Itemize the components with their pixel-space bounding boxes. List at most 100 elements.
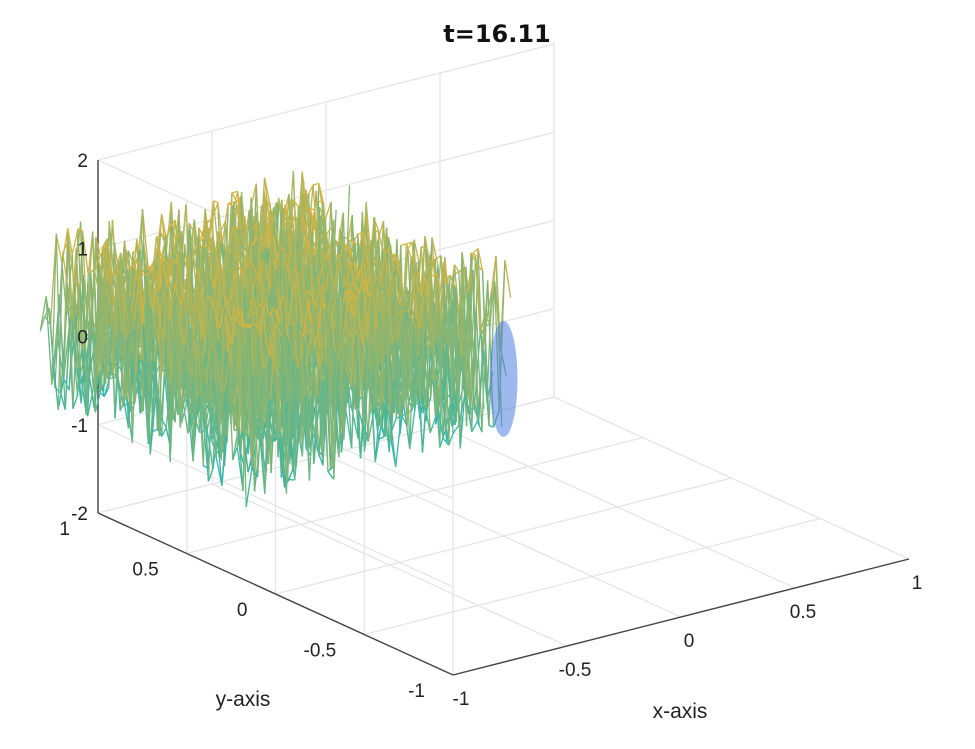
- surface-mesh-line: [76, 274, 84, 397]
- surface-mesh-line: [152, 339, 159, 361]
- surface-mesh-line: [363, 261, 369, 295]
- surface-mesh-line: [432, 274, 438, 381]
- surface-mesh-line: [389, 415, 397, 467]
- surface-mesh-line: [239, 326, 246, 460]
- x-tick-label: -0.5: [559, 660, 592, 681]
- surface-mesh-line: [147, 307, 153, 439]
- surface-mesh-line: [344, 317, 351, 338]
- surface-mesh-line: [374, 273, 380, 283]
- surface-mesh-line: [327, 471, 335, 480]
- surface-mesh-line: [127, 270, 134, 443]
- surface-mesh-line: [188, 222, 196, 235]
- surface-mesh-line: [159, 232, 166, 243]
- surface-mesh-line: [235, 299, 242, 460]
- surface-mesh-line: [475, 308, 483, 433]
- surface-mesh-line: [324, 347, 332, 470]
- surface-mesh-line: [103, 387, 110, 397]
- surface-mesh-line: [285, 314, 293, 494]
- surface-mesh-line: [412, 284, 420, 328]
- surface-mesh-line: [309, 248, 316, 256]
- surface-mesh-line: [471, 248, 479, 255]
- surface-mesh-line: [196, 360, 204, 413]
- surface-mesh-line: [373, 407, 380, 411]
- surface-mesh-line: [453, 264, 460, 273]
- surface-mesh-line: [213, 200, 219, 204]
- surface-mesh-line: [292, 262, 299, 272]
- surface-mesh-line: [251, 220, 259, 231]
- surface-mesh-line: [357, 231, 364, 235]
- surface-mesh-line: [193, 414, 201, 433]
- surface-mesh-line: [219, 233, 225, 249]
- surface-mesh-line: [85, 272, 92, 415]
- surface-mesh-line: [182, 373, 190, 406]
- surface-mesh-line: [406, 241, 413, 245]
- surface-mesh-line: [205, 343, 212, 384]
- surface-mesh-line: [299, 396, 306, 414]
- surface-mesh-line: [134, 359, 142, 403]
- central-dip: [489, 320, 518, 437]
- surface-mesh-line: [118, 259, 125, 407]
- surface-mesh-line: [481, 280, 489, 433]
- surface-mesh-line: [245, 467, 253, 508]
- surface-mesh-line: [275, 324, 283, 338]
- surface-mesh-line: [271, 258, 279, 271]
- surface-mesh-line: [330, 313, 337, 330]
- surface-mesh-line: [263, 316, 271, 423]
- surface-mesh-line: [269, 217, 275, 221]
- surface-mesh-line: [198, 282, 206, 311]
- surface-mesh-line: [100, 281, 108, 390]
- surface-mesh-line: [462, 266, 468, 404]
- surface-mesh-line: [235, 299, 243, 326]
- surface-mesh-line: [94, 389, 102, 413]
- surface-mesh-line: [187, 414, 195, 434]
- surface-mesh-line: [312, 182, 320, 186]
- surface-mesh-line: [317, 259, 325, 285]
- surface-mesh-line: [315, 306, 322, 397]
- surface-mesh-line: [392, 338, 398, 343]
- surface-mesh-line: [67, 240, 75, 282]
- surface-mesh-line: [242, 258, 249, 269]
- surface-mesh-line: [166, 299, 173, 380]
- surface-mesh-line: [348, 239, 354, 243]
- surface-mesh-line: [305, 365, 312, 388]
- surface-mesh-line: [219, 220, 227, 234]
- surface-mesh-line: [143, 322, 151, 455]
- surface-mesh-line: [292, 369, 299, 468]
- floor-grid-line: [275, 477, 732, 595]
- surface-mesh-line: [347, 290, 353, 315]
- surface-mesh-line: [231, 339, 239, 442]
- surface-mesh-line: [99, 265, 107, 383]
- surface-mesh-line: [120, 272, 127, 340]
- surface-mesh-line: [354, 386, 362, 459]
- surface-mesh-line: [283, 249, 290, 327]
- surface-mesh-line: [133, 260, 140, 266]
- surface-mesh-line: [334, 254, 339, 257]
- surface-mesh-line: [71, 228, 79, 255]
- surface-mesh-line: [206, 429, 214, 469]
- surface-mesh-line: [348, 302, 356, 387]
- surface-mesh-line: [423, 269, 431, 299]
- surface-mesh-line: [410, 306, 419, 338]
- surface-mesh-line: [178, 338, 186, 356]
- surface-mesh-line: [239, 323, 245, 326]
- surface-mesh-line: [291, 214, 299, 229]
- surface-mesh-line: [111, 271, 118, 374]
- surface-mesh-line: [396, 308, 404, 340]
- surface-mesh-line: [413, 239, 420, 262]
- surface-mesh-line: [391, 292, 397, 419]
- z-tick-label: 2: [77, 151, 88, 172]
- surface-mesh-line: [308, 340, 314, 448]
- y-axis-label: y-axis: [216, 688, 271, 711]
- surface-mesh-line: [327, 467, 333, 473]
- surface-mesh-line: [377, 220, 385, 242]
- surface-mesh-line: [225, 296, 233, 321]
- surface-mesh-line: [439, 429, 447, 448]
- surface-mesh-line: [88, 336, 95, 389]
- surface-mesh-line: [236, 326, 243, 447]
- surface-mesh-line: [207, 308, 215, 482]
- surface-mesh-line: [184, 279, 192, 325]
- surface-mesh-line: [279, 246, 285, 251]
- surface-mesh-line: [337, 303, 345, 440]
- surface-mesh-line: [140, 275, 147, 328]
- surface-mesh-line: [238, 272, 244, 278]
